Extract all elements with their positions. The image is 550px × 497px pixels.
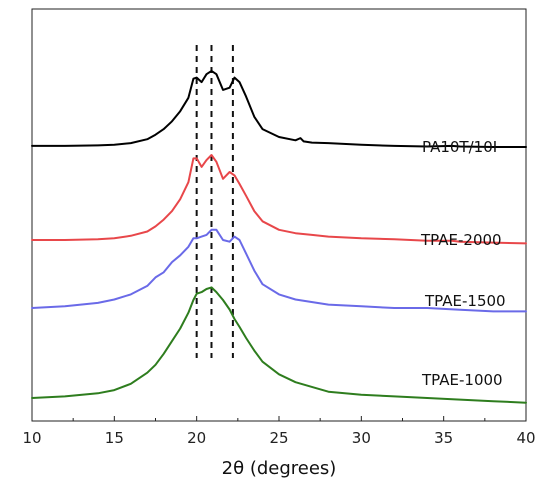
series-line-tpae-2000	[31, 154, 527, 245]
series-label: TPAE-1500	[424, 292, 506, 310]
series-label: TPAE-1000	[421, 371, 503, 389]
x-tick-label: 15	[105, 429, 124, 447]
x-tick-label: 10	[22, 429, 41, 447]
x-tick-label: 20	[187, 429, 206, 447]
series-line-tpae-1500	[31, 228, 527, 313]
series-labels: PA10T/10I TPAE-2000 TPAE-1500 TPAE-1000	[420, 138, 506, 389]
x-tick-label: 30	[352, 429, 371, 447]
reference-lines	[195, 45, 234, 358]
x-axis-title: 2θ (degrees)	[222, 458, 337, 479]
plot-frame	[31, 8, 527, 422]
series-line-pa10t-10i	[31, 69, 527, 148]
series-label: TPAE-2000	[420, 231, 502, 249]
x-tick-label: 40	[516, 429, 535, 447]
series-line-tpae-1000	[31, 286, 527, 404]
x-tick-label: 25	[269, 429, 288, 447]
x-axis-ticks: 10 15 20 25 30 35 40	[22, 416, 536, 447]
series-group	[31, 69, 527, 404]
x-tick-label: 35	[434, 429, 453, 447]
series-label: PA10T/10I	[422, 138, 497, 156]
